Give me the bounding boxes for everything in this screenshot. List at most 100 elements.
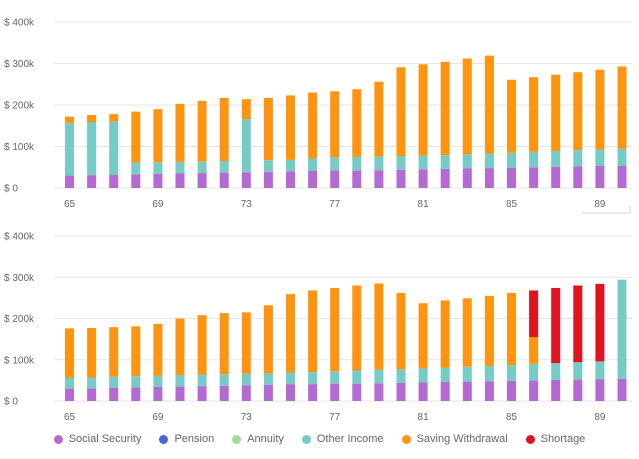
bar-segment-social-security bbox=[507, 167, 516, 188]
legend-item-other-income[interactable]: Other Income bbox=[301, 433, 384, 445]
x-tick-label: 81 bbox=[418, 199, 430, 210]
y-tick-label: $ 400k bbox=[4, 232, 35, 243]
bar-segment-saving-withdrawal bbox=[418, 303, 428, 369]
bar-segment-other-income bbox=[131, 376, 141, 388]
bar-segment-social-security bbox=[219, 385, 229, 401]
x-tick-label: 65 bbox=[64, 412, 76, 423]
bar-segment-social-security bbox=[595, 379, 605, 401]
bar-segment-saving-withdrawal bbox=[87, 327, 97, 378]
y-tick-label: $ 400k bbox=[4, 18, 35, 29]
y-tick-label: $ 300k bbox=[4, 59, 35, 70]
legend-marker-saving-withdrawal bbox=[401, 434, 411, 444]
bar-segment-saving-withdrawal bbox=[65, 328, 74, 378]
bar-segment-social-security bbox=[241, 385, 251, 401]
bar-segment-saving-withdrawal bbox=[308, 290, 318, 373]
scroll-indicator bbox=[582, 205, 631, 214]
bar-segment-social-security bbox=[308, 170, 318, 188]
bar-segment-social-security bbox=[374, 383, 384, 401]
bar-segment-social-security bbox=[308, 384, 318, 401]
bar-segment-saving-withdrawal bbox=[507, 79, 516, 153]
bar-segment-other-income bbox=[374, 369, 384, 384]
bar-segment-social-security bbox=[153, 386, 163, 401]
bar-segment-social-security bbox=[484, 168, 494, 188]
bar-segment-social-security bbox=[418, 169, 428, 188]
bar-segment-saving-withdrawal bbox=[573, 72, 583, 151]
bar-segment-saving-withdrawal bbox=[219, 313, 229, 375]
bar-segment-social-security bbox=[65, 388, 74, 401]
bar-segment-social-security bbox=[573, 379, 583, 401]
bar-segment-saving-withdrawal bbox=[131, 111, 141, 163]
legend-label-saving-withdrawal: Saving Withdrawal bbox=[416, 433, 508, 445]
bar-segment-saving-withdrawal bbox=[529, 337, 539, 364]
bar-segment-social-security bbox=[263, 171, 273, 188]
legend-item-shortage[interactable]: Shortage bbox=[525, 433, 585, 445]
bar-segment-other-income bbox=[507, 152, 516, 168]
bar-segment-saving-withdrawal bbox=[484, 295, 494, 366]
bar-segment-other-income bbox=[440, 155, 450, 169]
x-tick-label: 89 bbox=[594, 199, 606, 210]
bar-segment-other-income bbox=[65, 122, 74, 176]
bar-segment-saving-withdrawal bbox=[263, 97, 273, 161]
bar-segment-saving-withdrawal bbox=[374, 81, 384, 157]
bar-segment-other-income bbox=[374, 156, 384, 171]
bar-segment-saving-withdrawal bbox=[109, 327, 119, 377]
x-tick-label: 77 bbox=[329, 199, 341, 210]
bar-segment-saving-withdrawal bbox=[153, 109, 163, 163]
bar-segment-saving-withdrawal bbox=[330, 91, 340, 158]
bar-segment-other-income bbox=[241, 119, 251, 173]
bar-segment-saving-withdrawal bbox=[175, 103, 185, 162]
bar-segment-social-security bbox=[219, 172, 229, 188]
bar-segment-other-income bbox=[595, 149, 605, 167]
bar-segment-other-income bbox=[219, 374, 229, 386]
bar-segment-other-income bbox=[529, 151, 539, 168]
bar-segment-social-security bbox=[617, 165, 627, 188]
legend-label-social-security: Social Security bbox=[68, 433, 142, 445]
bar-segment-other-income bbox=[65, 377, 74, 389]
bar-segment-social-security bbox=[573, 166, 583, 188]
legend-marker-shortage bbox=[525, 434, 535, 444]
bar-segment-saving-withdrawal bbox=[330, 287, 340, 372]
bar-segment-other-income bbox=[286, 372, 295, 385]
legend-marker-pension bbox=[159, 434, 169, 444]
bar-segment-social-security bbox=[286, 171, 295, 188]
bar-segment-saving-withdrawal bbox=[286, 95, 295, 160]
bar-segment-saving-withdrawal bbox=[374, 283, 384, 370]
bar-segment-other-income bbox=[330, 371, 340, 384]
bar-segment-social-security bbox=[109, 174, 119, 188]
bar-segment-other-income bbox=[551, 151, 561, 167]
bar-segment-saving-withdrawal bbox=[153, 323, 163, 376]
legend-marker-social-security bbox=[53, 434, 63, 444]
bar-segment-saving-withdrawal bbox=[263, 305, 273, 374]
bar-segment-saving-withdrawal bbox=[595, 69, 605, 150]
bar-segment-other-income bbox=[175, 375, 185, 387]
bar-segment-social-security bbox=[462, 168, 472, 188]
legend-marker-other-income bbox=[301, 434, 311, 444]
bar-segment-shortage bbox=[551, 287, 561, 364]
bar-segment-other-income bbox=[197, 161, 207, 174]
retirement-income-charts: $ 0 $ 100k $ 200k $ 300k $ 400k 65 69 73 77 81 85 8… bbox=[4, 18, 632, 423]
bar-segment-other-income bbox=[131, 162, 141, 175]
bar-segment-saving-withdrawal bbox=[241, 312, 251, 374]
bar-segment-social-security bbox=[175, 386, 185, 401]
legend-item-social-security[interactable]: Social Security bbox=[53, 433, 142, 445]
bar-segment-saving-withdrawal bbox=[87, 114, 97, 123]
x-tick-label: 73 bbox=[241, 412, 253, 423]
bar-segment-other-income bbox=[484, 365, 494, 382]
x-tick-label: 85 bbox=[506, 412, 518, 423]
bar-segment-other-income bbox=[197, 374, 207, 387]
legend-item-annuity[interactable]: Annuity bbox=[232, 433, 284, 445]
bar-segment-other-income bbox=[462, 366, 472, 382]
bar-segment-social-security bbox=[529, 380, 539, 401]
bar-segment-other-income bbox=[617, 148, 627, 166]
y-tick-label: $ 100k bbox=[4, 355, 35, 366]
y-tick-label: $ 200k bbox=[4, 101, 35, 112]
y-tick-label: $ 100k bbox=[4, 142, 35, 153]
legend-label-other-income: Other Income bbox=[316, 433, 384, 445]
bar-segment-social-security bbox=[109, 387, 119, 401]
legend-item-saving-withdrawal[interactable]: Saving Withdrawal bbox=[401, 433, 508, 445]
bar-segment-saving-withdrawal bbox=[440, 61, 450, 156]
bar-segment-saving-withdrawal bbox=[396, 67, 406, 157]
bar-segment-other-income bbox=[352, 156, 362, 171]
bar-segment-social-security bbox=[617, 378, 627, 401]
legend-item-pension[interactable]: Pension bbox=[159, 433, 214, 445]
